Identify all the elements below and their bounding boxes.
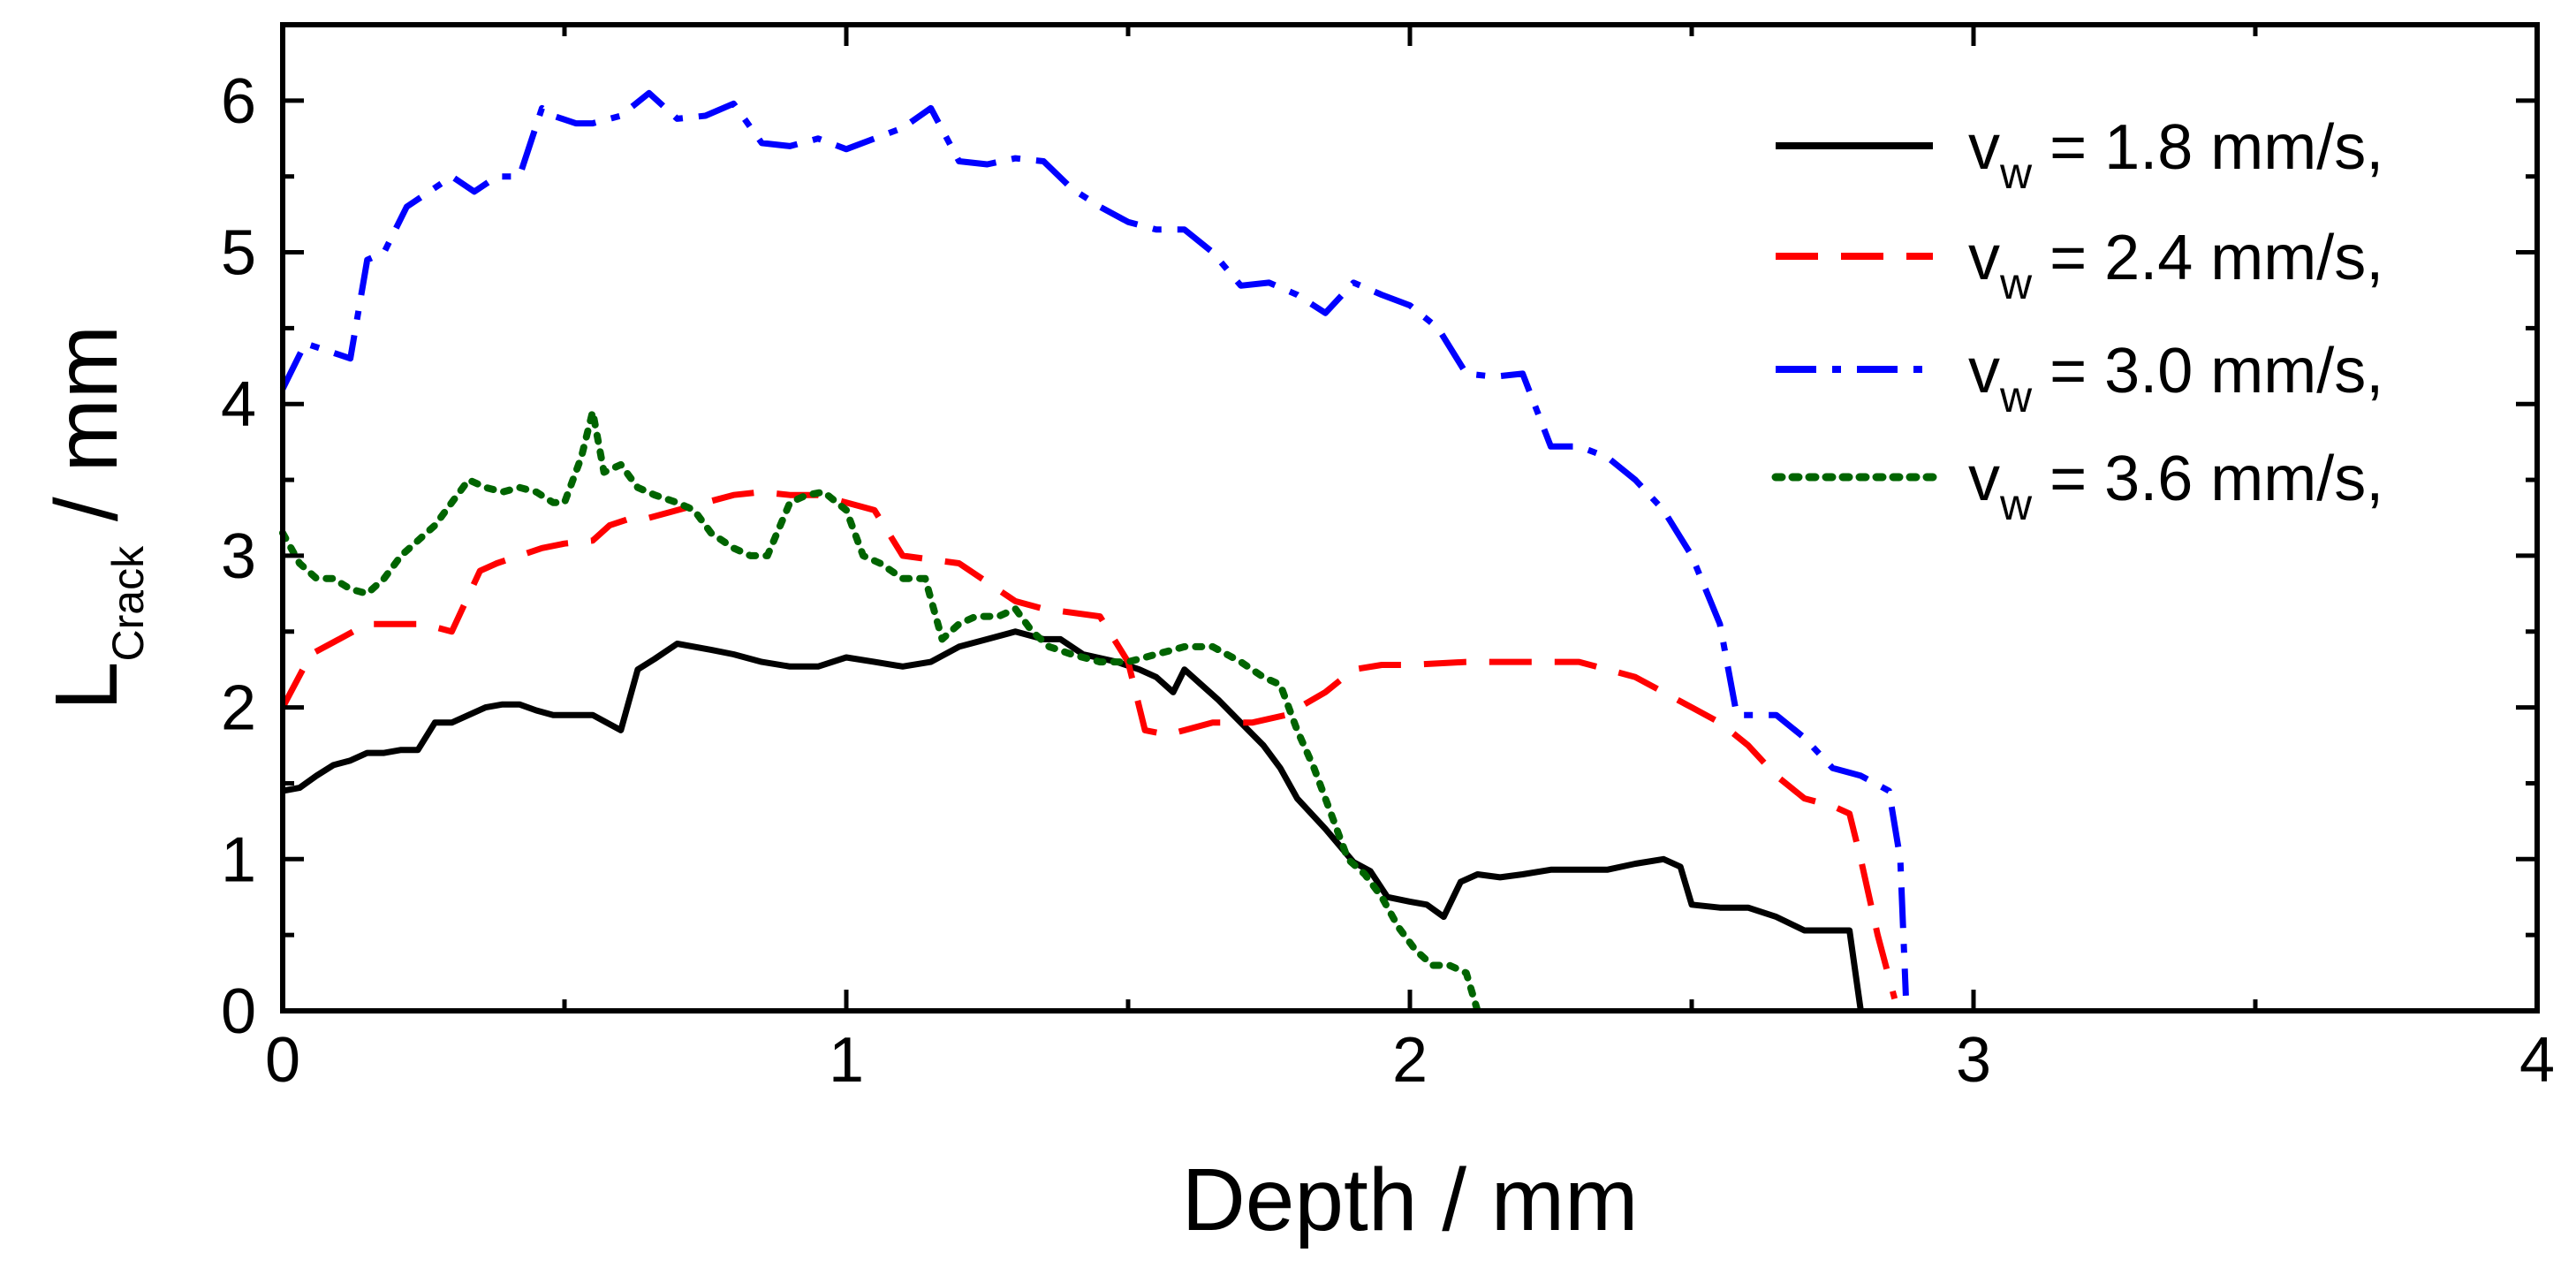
ticks-layer xyxy=(280,22,2540,1013)
x-axis-title: Depth / mm xyxy=(1182,1150,1639,1249)
legend-label-main: v xyxy=(1968,444,2000,514)
legend-label-3: vw = 3.0 mm/s, xyxy=(1968,336,2383,421)
y-tick-label: 0 xyxy=(221,976,256,1047)
legend-label-rest: = 2.4 mm/s, xyxy=(2032,223,2383,293)
y-axis-title-main: L xyxy=(37,661,136,710)
legend-label-2: vw = 2.4 mm/s, xyxy=(1968,223,2383,308)
legend: vw = 1.8 mm/s,vw = 2.4 mm/s,vw = 3.0 mm/… xyxy=(1771,112,2383,529)
legend-label-main: v xyxy=(1968,112,2000,183)
y-axis-title: LCrack / mm xyxy=(37,325,153,710)
legend-label-rest: = 1.8 mm/s, xyxy=(2032,112,2383,183)
x-tick-label: 0 xyxy=(265,1025,300,1096)
legend-label-sub: w xyxy=(1999,148,2033,198)
legend-label-4: vw = 3.6 mm/s, xyxy=(1968,444,2383,529)
y-tick-label: 3 xyxy=(221,521,256,592)
y-tick-label: 1 xyxy=(221,824,256,895)
legend-label-rest: = 3.0 mm/s, xyxy=(2032,336,2383,406)
series-line-4 xyxy=(279,407,1481,1014)
legend-label-main: v xyxy=(1968,223,2000,293)
y-tick-label: 2 xyxy=(221,673,256,744)
series-layer xyxy=(279,89,1909,1014)
x-tick-label: 3 xyxy=(1956,1025,1991,1096)
series-line-3 xyxy=(279,89,1909,996)
x-tick-label: 2 xyxy=(1392,1025,1428,1096)
tick-labels-layer: 0 1 2 3 4 0 1 2 3 4 5 6 xyxy=(221,66,2555,1096)
legend-label-main: v xyxy=(1968,336,2000,406)
legend-label-sub: w xyxy=(1999,259,2033,308)
y-tick-label: 6 xyxy=(221,66,256,137)
series-line-2 xyxy=(279,489,1898,1000)
legend-label-sub: w xyxy=(1999,480,2033,529)
legend-label-1: vw = 1.8 mm/s, xyxy=(1968,112,2383,198)
y-tick-label: 5 xyxy=(221,218,256,289)
y-tick-label: 4 xyxy=(221,369,256,440)
legend-label-rest: = 3.6 mm/s, xyxy=(2032,444,2383,514)
legend-label-sub: w xyxy=(1999,372,2033,421)
x-tick-label: 4 xyxy=(2519,1025,2555,1096)
series-line-1 xyxy=(282,628,1864,1012)
x-tick-label: 1 xyxy=(829,1025,864,1096)
y-axis-title-sub: Crack xyxy=(103,545,153,662)
y-axis-title-suffix: / mm xyxy=(37,325,136,546)
